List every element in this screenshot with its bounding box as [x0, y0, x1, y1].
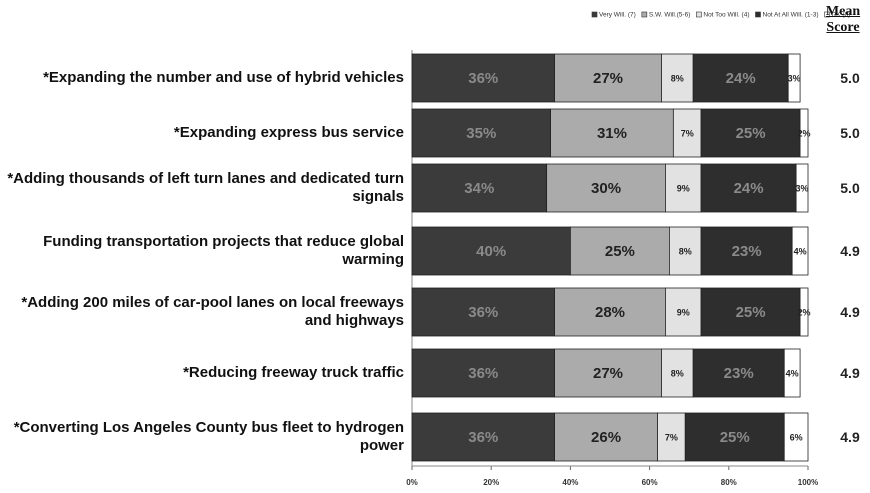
mean-score: 5.0: [840, 125, 860, 141]
bar-segment: [554, 287, 666, 337]
value-label: 25%: [736, 304, 766, 321]
bar-segment: [799, 287, 809, 337]
bar-segment: [554, 53, 662, 103]
bar-segment: [692, 53, 789, 103]
bar-segment: [692, 348, 785, 398]
legend-swatch: [641, 11, 648, 18]
category-label: *Expanding express bus service: [173, 124, 404, 141]
value-label: 25%: [720, 429, 750, 446]
mean-score: 4.9: [840, 243, 860, 259]
bar-segment: [700, 226, 793, 276]
bar-segment: [665, 287, 702, 337]
x-tick-label: 60%: [642, 478, 658, 487]
bar-segment: [684, 412, 785, 462]
value-label: 36%: [468, 70, 498, 87]
bar-segment: [700, 163, 797, 213]
category-label: Funding transportation projects that red…: [43, 233, 404, 268]
value-label: 24%: [734, 180, 764, 197]
value-label: 3%: [796, 183, 809, 193]
bar-segment: [657, 412, 686, 462]
category-label: *Expanding the number and use of hybrid …: [43, 69, 404, 86]
value-label: 36%: [468, 304, 498, 321]
bar-segment: [799, 108, 809, 158]
legend-label: Not Too Will. (4): [703, 12, 749, 19]
value-label: 8%: [671, 368, 684, 378]
value-label: 4%: [786, 368, 799, 378]
mean-score: 4.9: [840, 304, 860, 320]
bar-segment: [783, 412, 809, 462]
bar-segment: [665, 163, 702, 213]
value-label: 9%: [677, 183, 690, 193]
value-label: 2%: [798, 307, 811, 317]
bar-segment: [411, 53, 555, 103]
value-label: 31%: [597, 125, 627, 142]
bar-segment: [661, 53, 694, 103]
x-tick-label: 0%: [406, 478, 418, 487]
value-label: 23%: [732, 243, 762, 260]
category-label: *Converting Los Angeles County bus fleet…: [13, 419, 404, 454]
value-label: 27%: [593, 365, 623, 382]
value-label: 23%: [724, 365, 754, 382]
bar-segment: [661, 348, 694, 398]
bar-segment: [795, 163, 809, 213]
bar-segment: [700, 108, 801, 158]
value-label: 36%: [468, 365, 498, 382]
value-label: 27%: [593, 70, 623, 87]
mean-score: 5.0: [840, 180, 860, 196]
legend-label: S.W. Will.(5-6): [649, 12, 691, 19]
legend-label: Not At All Will. (1-3): [763, 12, 819, 19]
x-tick-label: 20%: [483, 478, 499, 487]
legend-swatch: [591, 11, 598, 18]
bar-segment: [570, 226, 670, 276]
value-label: 30%: [591, 180, 621, 197]
value-label: 6%: [790, 432, 803, 442]
value-label: 8%: [679, 246, 692, 256]
value-label: 7%: [681, 128, 694, 138]
bar-segment: [783, 348, 801, 398]
value-label: 34%: [464, 180, 494, 197]
bar-segment: [411, 163, 548, 213]
bar-segment: [554, 348, 662, 398]
bar-segment: [411, 108, 552, 158]
value-label: 40%: [476, 243, 506, 260]
legend-swatch: [696, 11, 702, 18]
value-label: 35%: [466, 125, 496, 142]
category-label: *Adding thousands of left turn lanes and…: [7, 170, 404, 205]
bar-segment: [411, 348, 555, 398]
mean-header: Mean: [825, 4, 861, 19]
category-label: *Adding 200 miles of car-pool lanes on l…: [21, 294, 404, 329]
legend-label: DK (8): [831, 12, 850, 19]
mean-score: 4.9: [840, 429, 860, 445]
legend-swatch: [755, 11, 761, 18]
value-label: 25%: [605, 243, 635, 260]
x-tick-label: 80%: [721, 478, 737, 487]
bar-segment: [791, 226, 809, 276]
mean-score: 4.9: [840, 365, 860, 381]
bar-segment: [700, 287, 801, 337]
value-label: 28%: [595, 304, 625, 321]
legend-swatch: [824, 11, 830, 18]
value-label: 8%: [671, 73, 684, 83]
mean-header: Score: [826, 20, 860, 35]
value-label: 3%: [788, 73, 801, 83]
value-label: 7%: [665, 432, 678, 442]
value-label: 26%: [591, 429, 621, 446]
bar-segment: [411, 226, 571, 276]
bar-segment: [550, 108, 674, 158]
value-label: 25%: [736, 125, 766, 142]
x-tick-label: 40%: [562, 478, 578, 487]
value-label: 2%: [798, 128, 811, 138]
legend-label: Very Will. (7): [599, 12, 636, 19]
bar-segment: [787, 53, 801, 103]
x-tick-label: 100%: [798, 478, 818, 487]
value-label: 36%: [468, 429, 498, 446]
bar-segment: [546, 163, 666, 213]
value-label: 24%: [726, 70, 756, 87]
value-label: 4%: [794, 246, 807, 256]
category-label: *Reducing freeway truck traffic: [183, 364, 404, 381]
mean-score: 5.0: [840, 70, 860, 86]
value-label: 9%: [677, 307, 690, 317]
